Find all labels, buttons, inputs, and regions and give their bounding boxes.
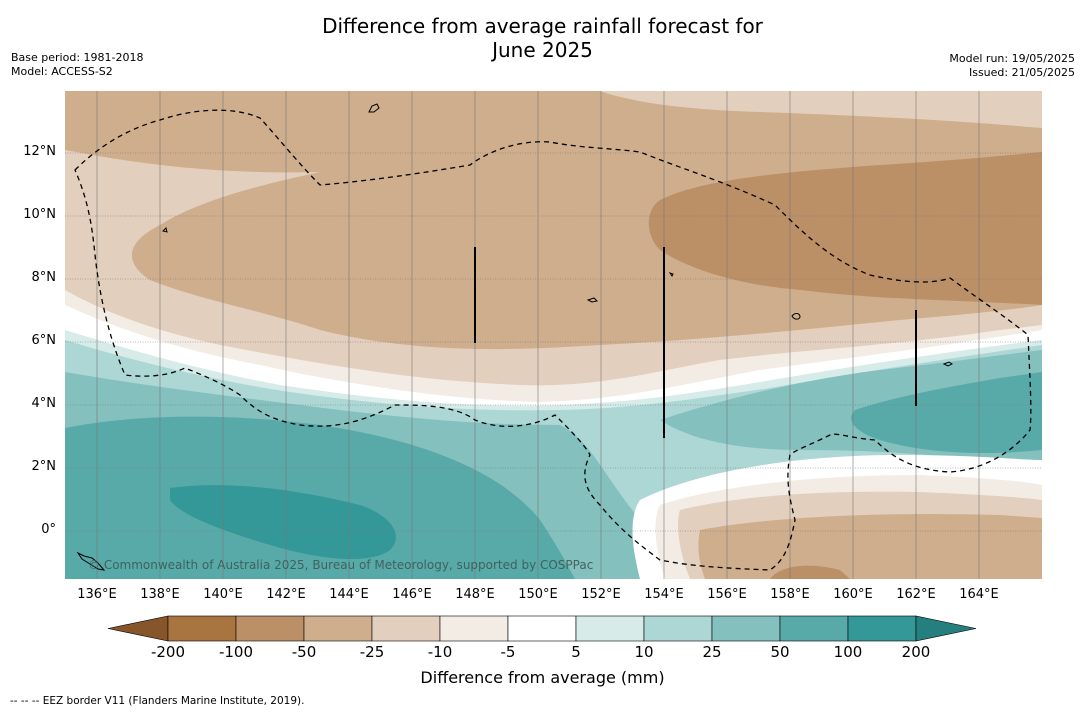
meta-left: Base period: 1981-2018 Model: ACCESS-S2: [11, 51, 143, 79]
island: [162, 227, 168, 233]
colorbar-segment: [167, 615, 237, 642]
colorbar-label: -10: [427, 643, 453, 661]
colorbar-label: 25: [702, 643, 722, 661]
region-light-tan-top: [600, 91, 1042, 128]
x-tick-label: 162°E: [896, 587, 936, 602]
gridlines: [65, 91, 1042, 579]
region-teal-100-200: [170, 485, 396, 560]
colorbar-label: 100: [833, 643, 863, 661]
colorbar-label: -100: [218, 643, 254, 661]
x-tick-label: 146°E: [392, 587, 432, 602]
colorbar-segment: [711, 615, 781, 642]
colorbar-segment: [303, 615, 373, 642]
x-tick-label: 148°E: [455, 587, 495, 602]
island: [76, 551, 106, 571]
y-tick-label: 6°N: [31, 333, 57, 348]
colorbar-arrow-high: [915, 615, 977, 642]
cross-sections: [474, 247, 917, 438]
colorbar-arrow-low: [107, 615, 169, 642]
colorbar-label: -25: [359, 643, 385, 661]
y-tick-label: 10°N: [23, 207, 56, 222]
colorbar-segment: [643, 615, 713, 642]
meta-right: Model run: 19/05/2025 Issued: 21/05/2025: [949, 52, 1075, 80]
island: [668, 272, 674, 277]
colorbar-label: -5: [500, 643, 516, 661]
islands: [76, 103, 953, 571]
y-tick-label: 8°N: [31, 270, 57, 285]
x-tick-label: 136°E: [77, 587, 117, 602]
y-tick-label: 0°: [41, 522, 56, 537]
island: [586, 297, 599, 303]
colorbar-title: Difference from average (mm): [420, 668, 665, 687]
x-tick-label: 154°E: [644, 587, 684, 602]
map-fill: [65, 91, 1042, 579]
x-tick-label: 150°E: [518, 587, 558, 602]
colorbar-segment: [847, 615, 917, 642]
model-run: Model run: 19/05/2025: [949, 52, 1075, 65]
island: [791, 313, 801, 320]
colorbar: [107, 615, 977, 642]
eez-borders: [74, 109, 1032, 571]
x-tick-label: 144°E: [329, 587, 369, 602]
title-line-1: Difference from average rainfall forecas…: [322, 14, 763, 38]
colorbar-segment: [439, 615, 509, 642]
base-period: Base period: 1981-2018: [11, 51, 144, 64]
colorbar-label: 200: [901, 643, 931, 661]
x-tick-label: 160°E: [833, 587, 873, 602]
x-tick-label: 138°E: [140, 587, 180, 602]
colorbar-segment: [235, 615, 305, 642]
x-tick-label: 164°E: [959, 587, 999, 602]
x-tick-label: 142°E: [266, 587, 306, 602]
colorbar-label: 10: [634, 643, 654, 661]
colorbar-label: 5: [571, 643, 581, 661]
copyright-notice: © Commonwealth of Australia 2025, Bureau…: [88, 558, 594, 572]
title-line-2: June 2025: [492, 38, 593, 62]
region-dark-tan-ne: [648, 152, 1042, 305]
footnote: -- -- -- EEZ border V11 (Flanders Marine…: [10, 695, 305, 707]
y-tick-label: 12°N: [23, 144, 56, 159]
colorbar-label: -200: [150, 643, 186, 661]
y-tick-label: 2°N: [31, 459, 57, 474]
x-tick-label: 156°E: [707, 587, 747, 602]
x-tick-label: 158°E: [770, 587, 810, 602]
region-teal-50-100-east: [851, 372, 1042, 453]
colorbar-label: -50: [291, 643, 317, 661]
region-se-tan: [698, 513, 1042, 579]
y-tick-label: 4°N: [31, 396, 57, 411]
colorbar-label: 50: [770, 643, 790, 661]
colorbar-segment: [371, 615, 441, 642]
chart-title: Difference from average rainfall forecas…: [0, 14, 1085, 62]
island: [942, 361, 953, 367]
x-tick-label: 152°E: [581, 587, 621, 602]
x-tick-label: 140°E: [203, 587, 243, 602]
island: [368, 103, 380, 113]
colorbar-segment: [575, 615, 645, 642]
model-name: Model: ACCESS-S2: [11, 65, 113, 78]
colorbar-segment: [507, 615, 577, 642]
issued-date: Issued: 21/05/2025: [968, 66, 1075, 79]
colorbar-segment: [779, 615, 849, 642]
